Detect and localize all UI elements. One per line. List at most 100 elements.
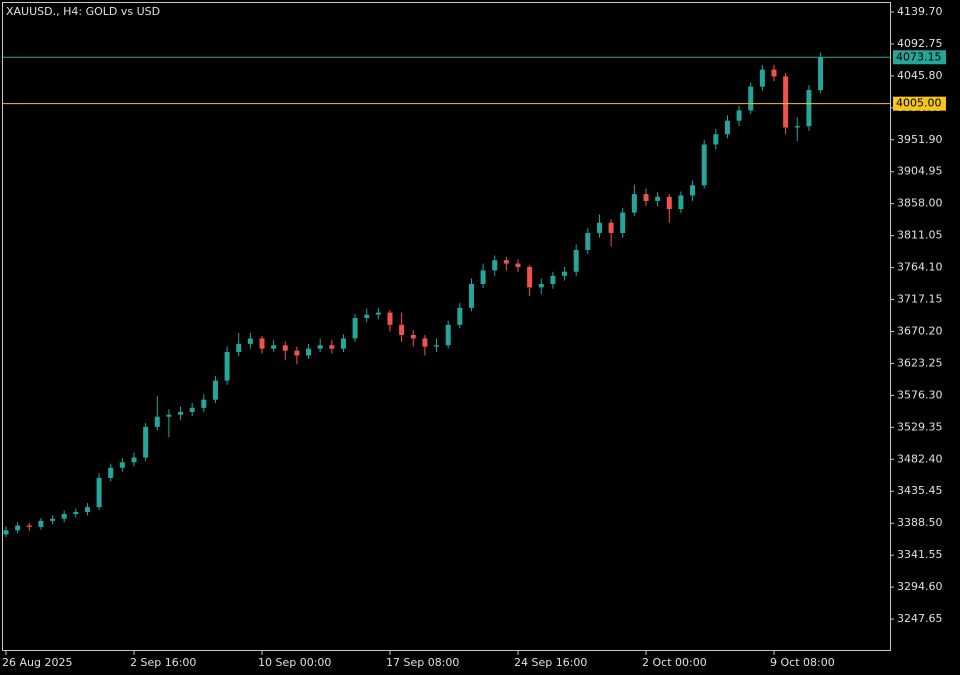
y-tick-label: 4092.75 [897, 37, 943, 50]
candle-body [154, 416, 160, 427]
y-tick-label: 4139.70 [897, 5, 943, 18]
chart-title: XAUUSD., H4: GOLD vs USD [6, 5, 160, 18]
candle-body [515, 263, 521, 267]
candle-body [15, 525, 21, 531]
candle-body [794, 126, 800, 128]
y-tick-label: 3435.45 [897, 484, 943, 497]
candle-body [189, 407, 195, 412]
candle-body [434, 345, 440, 347]
candle-body [201, 399, 207, 408]
candle-body [631, 194, 637, 213]
candle-body [212, 380, 218, 400]
candle-body [748, 86, 754, 111]
candle-body [317, 345, 323, 349]
candle-body [759, 69, 765, 87]
candle-body [585, 232, 591, 250]
candle-body [713, 134, 719, 145]
candle-body [399, 324, 405, 336]
candle-body [364, 314, 370, 319]
candle-body [247, 338, 253, 344]
candle-body [387, 312, 393, 325]
candle-body [783, 76, 789, 128]
x-tick-label: 17 Sep 08:00 [386, 656, 459, 669]
candle-body [50, 518, 56, 521]
y-tick-label: 3247.65 [897, 612, 943, 625]
y-tick-label: 3576.30 [897, 388, 943, 401]
candle-body [84, 507, 90, 512]
y-tick-label: 3717.15 [897, 293, 943, 306]
y-tick-label: 3294.60 [897, 580, 943, 593]
candle-body [806, 90, 812, 127]
x-tick-label: 9 Oct 08:00 [770, 656, 835, 669]
candle-body [724, 120, 730, 135]
x-tick-label: 24 Sep 16:00 [514, 656, 587, 669]
candle-body [468, 283, 474, 308]
x-tick-label: 26 Aug 2025 [2, 656, 72, 669]
candle-body [410, 335, 416, 339]
plot-frame [2, 2, 891, 651]
candle-body [26, 525, 32, 527]
candle-body [480, 270, 486, 284]
candle-body [573, 249, 579, 272]
candle-body [108, 467, 114, 478]
y-tick-label: 3951.90 [897, 133, 943, 146]
x-tick-label: 2 Oct 00:00 [642, 656, 707, 669]
candle-body [259, 338, 265, 349]
candle-body [655, 196, 661, 201]
candle-body [818, 57, 824, 91]
candle-body [61, 514, 67, 519]
candle-body [375, 312, 381, 315]
y-tick-label: 3529.35 [897, 420, 943, 433]
candle-body [224, 352, 230, 381]
candle-body [340, 338, 346, 349]
y-tick-label: 3764.10 [897, 261, 943, 274]
candle-body [236, 343, 242, 353]
candle-body [596, 222, 602, 233]
candle-body [643, 194, 649, 201]
candle-body [166, 414, 172, 417]
candle-body [620, 212, 626, 233]
y-tick-label: 3388.50 [897, 516, 943, 529]
candle-body [282, 345, 288, 351]
candle-body [445, 324, 451, 346]
candle-body [678, 195, 684, 210]
candle-body [457, 307, 463, 325]
candle-body [538, 283, 544, 288]
candle-body [352, 318, 358, 339]
y-tick-label: 3670.20 [897, 324, 943, 337]
y-tick-label: 3858.00 [897, 197, 943, 210]
candle-body [503, 260, 509, 264]
candle-body [771, 69, 777, 77]
candle-body [143, 426, 149, 458]
candle-body [562, 271, 568, 276]
y-tick-label: 4045.80 [897, 69, 943, 82]
candle-body [306, 348, 312, 356]
price-label: 4005.00 [896, 97, 942, 110]
y-tick-label: 3904.95 [897, 165, 943, 178]
candle-body [329, 345, 335, 349]
candle-body [271, 345, 277, 349]
candle-body [3, 530, 9, 535]
candle-body [608, 222, 614, 233]
y-tick-label: 3811.05 [897, 229, 943, 242]
x-tick-label: 2 Sep 16:00 [130, 656, 196, 669]
candle-body [73, 511, 79, 515]
candle-body [527, 266, 533, 288]
x-tick-label: 10 Sep 00:00 [258, 656, 331, 669]
candle-body [119, 462, 125, 468]
candle-body [736, 110, 742, 121]
price-label-box [893, 96, 946, 111]
candle-body [38, 520, 44, 527]
price-label: 4073.15 [896, 50, 942, 63]
y-tick-label: 3482.40 [897, 452, 943, 465]
price-label-box [893, 50, 946, 65]
candle-body [550, 275, 556, 284]
candle-body [492, 260, 498, 271]
candle-body [294, 350, 300, 356]
candle-body [701, 144, 707, 186]
y-tick-label: 3623.25 [897, 356, 943, 369]
candle-body [131, 457, 137, 463]
candle-body [96, 477, 102, 508]
